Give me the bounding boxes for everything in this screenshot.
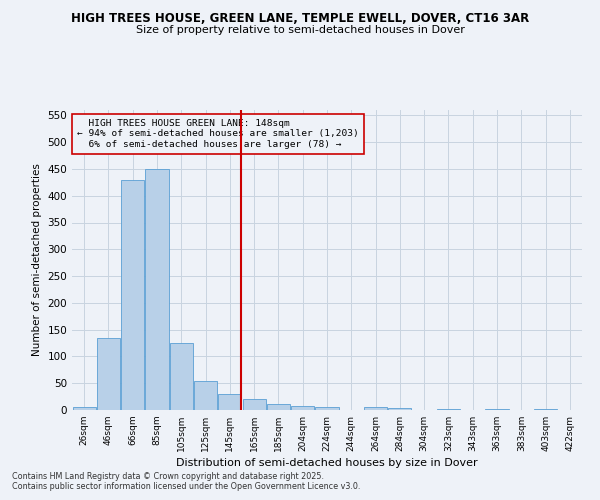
Bar [388,408,412,410]
Bar [291,406,314,410]
Bar [316,408,338,410]
Bar [364,408,387,410]
Bar [242,400,266,410]
Bar [194,380,217,410]
Text: HIGH TREES HOUSE GREEN LANE: 148sqm
← 94% of semi-detached houses are smaller (1: HIGH TREES HOUSE GREEN LANE: 148sqm ← 94… [77,119,359,149]
Bar [145,169,169,410]
Bar [267,404,290,410]
Bar [218,394,241,410]
Bar [437,409,460,410]
X-axis label: Distribution of semi-detached houses by size in Dover: Distribution of semi-detached houses by … [176,458,478,468]
Bar [73,408,95,410]
Text: HIGH TREES HOUSE, GREEN LANE, TEMPLE EWELL, DOVER, CT16 3AR: HIGH TREES HOUSE, GREEN LANE, TEMPLE EWE… [71,12,529,26]
Bar [121,180,144,410]
Text: Contains public sector information licensed under the Open Government Licence v3: Contains public sector information licen… [12,482,361,491]
Text: Size of property relative to semi-detached houses in Dover: Size of property relative to semi-detach… [136,25,464,35]
Bar [170,343,193,410]
Text: Contains HM Land Registry data © Crown copyright and database right 2025.: Contains HM Land Registry data © Crown c… [12,472,324,481]
Bar [97,338,120,410]
Y-axis label: Number of semi-detached properties: Number of semi-detached properties [32,164,42,356]
